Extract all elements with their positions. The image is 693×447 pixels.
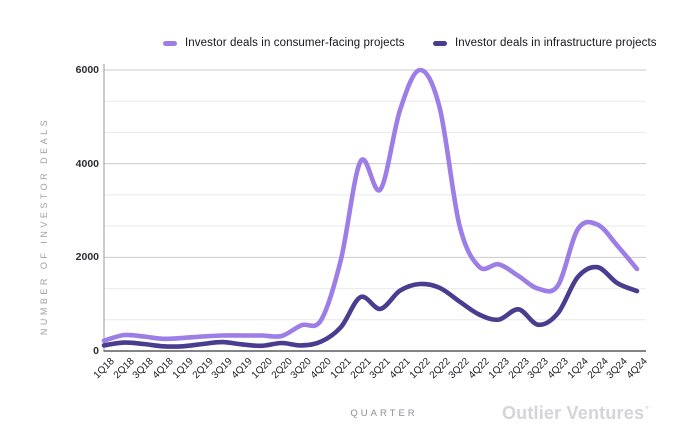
y-tick-label: 6000 — [75, 64, 99, 76]
x-tick-label: 4Q18 — [150, 356, 176, 382]
y-tick-label: 4000 — [75, 157, 99, 170]
legend-item-consumer: Investor deals in consumer-facing projec… — [163, 36, 405, 50]
legend-label-consumer: Investor deals in consumer-facing projec… — [185, 37, 405, 49]
x-tick-label: 3Q21 — [368, 356, 394, 382]
x-tick-label: 1Q20 — [249, 356, 275, 382]
legend-swatch-infrastructure-icon — [433, 40, 447, 46]
x-tick-label: 2Q23 — [506, 356, 532, 382]
x-tick-label: 4Q20 — [308, 356, 334, 382]
x-tick-label: 4Q21 — [387, 356, 413, 382]
x-tick-label: 2Q19 — [190, 356, 216, 382]
x-tick-label: 3Q20 — [289, 356, 315, 382]
y-tick-label: 0 — [93, 345, 99, 357]
legend-item-infrastructure: Investor deals in infrastructure project… — [433, 36, 657, 50]
x-tick-label: 4Q23 — [545, 356, 571, 382]
x-axis-title: QUARTER — [350, 408, 418, 419]
x-tick-label: 1Q18 — [91, 356, 117, 382]
legend-swatch-consumer-icon — [163, 40, 177, 46]
x-tick-label: 2Q20 — [269, 356, 295, 382]
series-line-infrastructure — [101, 264, 640, 349]
x-tick-label: 4Q22 — [466, 356, 492, 382]
x-tick-label: 3Q18 — [131, 356, 157, 382]
x-tick-label: 3Q24 — [604, 356, 631, 382]
brand-logo-mark: ° — [645, 404, 649, 414]
x-tick-label: 1Q24 — [565, 356, 591, 382]
x-tick-label: 3Q19 — [210, 356, 236, 382]
x-tick-label: 2Q21 — [348, 356, 374, 382]
x-tick-label: 4Q19 — [229, 356, 255, 382]
x-tick-label: 2Q22 — [427, 356, 453, 382]
x-tick-label: 3Q22 — [447, 356, 473, 382]
x-tick-label: 1Q19 — [170, 356, 196, 382]
brand-logo-text: Outlier Ventures — [501, 403, 645, 423]
y-axis-title: NUMBER OF INVESTOR DEALS — [39, 116, 49, 336]
x-tick-label: 2Q18 — [111, 356, 137, 382]
series-line-consumer — [101, 67, 640, 343]
brand-logo: Outlier Ventures° — [501, 403, 649, 424]
x-tick-label: 3Q23 — [525, 356, 552, 382]
legend-label-infrastructure: Investor deals in infrastructure project… — [455, 37, 657, 49]
x-tick-label: 1Q22 — [407, 356, 433, 382]
x-tick-label: 1Q21 — [328, 356, 354, 382]
x-tick-label: 4Q24 — [624, 356, 650, 382]
y-tick-label: 2000 — [75, 251, 99, 264]
x-tick-label: 1Q23 — [486, 356, 512, 382]
x-tick-label: 2Q24 — [585, 356, 611, 382]
